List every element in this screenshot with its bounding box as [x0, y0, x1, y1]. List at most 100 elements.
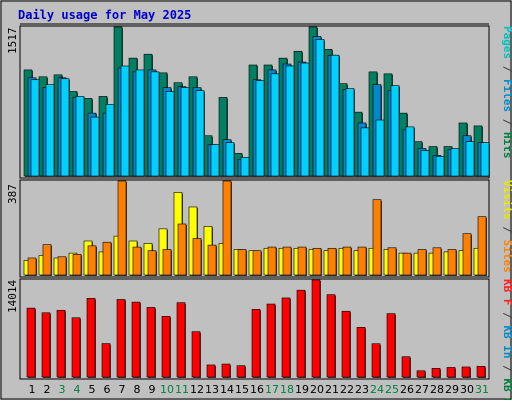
bar-middle-sites-day-23 — [357, 246, 367, 276]
bar-top-pages-day-23 — [360, 127, 370, 177]
ymax-middle: 387 — [6, 184, 19, 204]
bar-middle-sites-day-5 — [87, 245, 97, 276]
bar-top-pages-day-22 — [345, 88, 355, 177]
day-label-29: 29 — [445, 383, 459, 396]
bar-bottom-kb-f-day-3 — [56, 309, 66, 378]
bar-top-pages-day-31 — [480, 142, 490, 177]
bars-layer — [23, 26, 490, 378]
bar-middle-sites-day-25 — [387, 247, 397, 276]
day-label-22: 22 — [340, 383, 354, 396]
bar-middle-sites-day-30 — [462, 233, 472, 276]
bar-bottom-kb-f-day-6 — [101, 343, 111, 378]
bar-middle-sites-day-18 — [282, 246, 292, 276]
bar-bottom-kb-f-day-18 — [281, 297, 291, 378]
bar-bottom-kb-f-day-17 — [266, 303, 276, 378]
bar-bottom-kb-f-day-22 — [341, 310, 351, 378]
day-label-20: 20 — [310, 383, 324, 396]
bar-top-pages-day-2 — [45, 84, 55, 177]
bar-middle-sites-day-29 — [447, 249, 457, 276]
bar-bottom-kb-f-day-12 — [191, 331, 201, 378]
legend-bottom: KB F / KB In / KB Out — [501, 279, 512, 400]
bar-bottom-kb-f-day-4 — [71, 317, 81, 378]
bar-bottom-kb-f-day-23 — [356, 327, 366, 378]
bar-middle-sites-day-15 — [237, 249, 247, 276]
bar-top-pages-day-3 — [60, 78, 70, 177]
legend-bottom-part-2: KB In — [501, 325, 512, 358]
bar-bottom-kb-f-day-11 — [176, 302, 186, 378]
bar-top-pages-day-8 — [135, 69, 145, 177]
bar-middle-sites-day-16 — [252, 250, 262, 276]
bar-middle-sites-day-19 — [297, 246, 307, 276]
bar-top-pages-day-1 — [30, 79, 40, 177]
bar-middle-sites-day-13 — [207, 244, 217, 276]
bar-bottom-kb-f-day-1 — [26, 307, 36, 378]
day-label-7: 7 — [119, 383, 126, 396]
day-label-14: 14 — [220, 383, 234, 396]
bar-bottom-kb-f-day-21 — [326, 294, 336, 378]
day-label-21: 21 — [325, 383, 339, 396]
bar-top-pages-day-17 — [270, 73, 280, 177]
bar-top-pages-day-14 — [225, 142, 235, 177]
bar-middle-sites-day-1 — [27, 257, 37, 276]
bar-middle-sites-day-26 — [402, 252, 412, 276]
day-label-18: 18 — [280, 383, 294, 396]
legend-top-part-4: Hits — [501, 132, 512, 159]
bar-bottom-kb-f-day-10 — [161, 315, 171, 378]
bar-top-pages-day-28 — [435, 156, 445, 177]
day-label-5: 5 — [89, 383, 96, 396]
bar-top-pages-day-9 — [150, 71, 160, 177]
bar-top-pages-day-12 — [195, 90, 205, 177]
legend-top-part-0: Pages — [501, 26, 512, 59]
bar-top-pages-day-16 — [255, 80, 265, 177]
bar-bottom-kb-f-day-31 — [476, 366, 486, 378]
bar-top-pages-day-20 — [315, 39, 325, 177]
day-label-1: 1 — [29, 383, 36, 396]
day-label-27: 27 — [415, 383, 429, 396]
legend-top: Pages / Files / Hits — [501, 26, 512, 159]
bar-top-pages-day-19 — [300, 62, 310, 177]
bar-bottom-kb-f-day-8 — [131, 301, 141, 378]
bar-middle-sites-day-3 — [57, 256, 67, 276]
bar-bottom-kb-f-day-2 — [41, 312, 51, 378]
bar-middle-sites-day-4 — [72, 254, 82, 276]
day-label-25: 25 — [385, 383, 399, 396]
day-label-13: 13 — [205, 383, 219, 396]
legend-top-part-3: / — [501, 112, 512, 132]
bar-top-pages-day-6 — [105, 103, 115, 177]
day-label-2: 2 — [44, 383, 51, 396]
bar-middle-sites-day-17 — [267, 246, 277, 276]
bar-middle-sites-day-28 — [432, 247, 442, 276]
bar-middle-sites-day-20 — [312, 247, 322, 276]
bar-top-pages-day-21 — [330, 54, 340, 177]
bar-top-pages-day-30 — [465, 141, 475, 177]
bar-bottom-kb-f-day-24 — [371, 343, 381, 378]
bar-middle-sites-day-9 — [147, 250, 157, 276]
bar-top-pages-day-18 — [285, 65, 295, 177]
day-label-16: 16 — [250, 383, 264, 396]
bar-top-pages-day-13 — [210, 144, 220, 177]
day-label-12: 12 — [190, 383, 204, 396]
day-label-10: 10 — [160, 383, 174, 396]
legend-bottom-part-0: KB F — [501, 279, 512, 306]
legend-bottom-part-1: / — [501, 306, 512, 326]
bar-top-pages-day-4 — [75, 96, 85, 177]
day-label-31: 31 — [475, 383, 489, 396]
bar-top-pages-day-5 — [90, 116, 100, 177]
day-label-4: 4 — [74, 383, 81, 396]
bar-bottom-kb-f-day-28 — [431, 368, 441, 378]
day-label-23: 23 — [355, 383, 369, 396]
bar-bottom-kb-f-day-27 — [416, 370, 426, 378]
bar-top-pages-day-29 — [450, 148, 460, 177]
bar-top-pages-day-24 — [375, 119, 385, 177]
bar-middle-sites-day-8 — [132, 246, 142, 276]
bar-top-pages-day-7 — [120, 65, 130, 177]
bar-bottom-kb-f-day-13 — [206, 364, 216, 378]
day-label-8: 8 — [134, 383, 141, 396]
legend-bottom-part-4: KB Out — [501, 378, 512, 400]
bar-middle-sites-day-12 — [192, 238, 202, 276]
day-label-28: 28 — [430, 383, 444, 396]
bar-bottom-kb-f-day-14 — [221, 363, 231, 378]
day-label-30: 30 — [460, 383, 474, 396]
